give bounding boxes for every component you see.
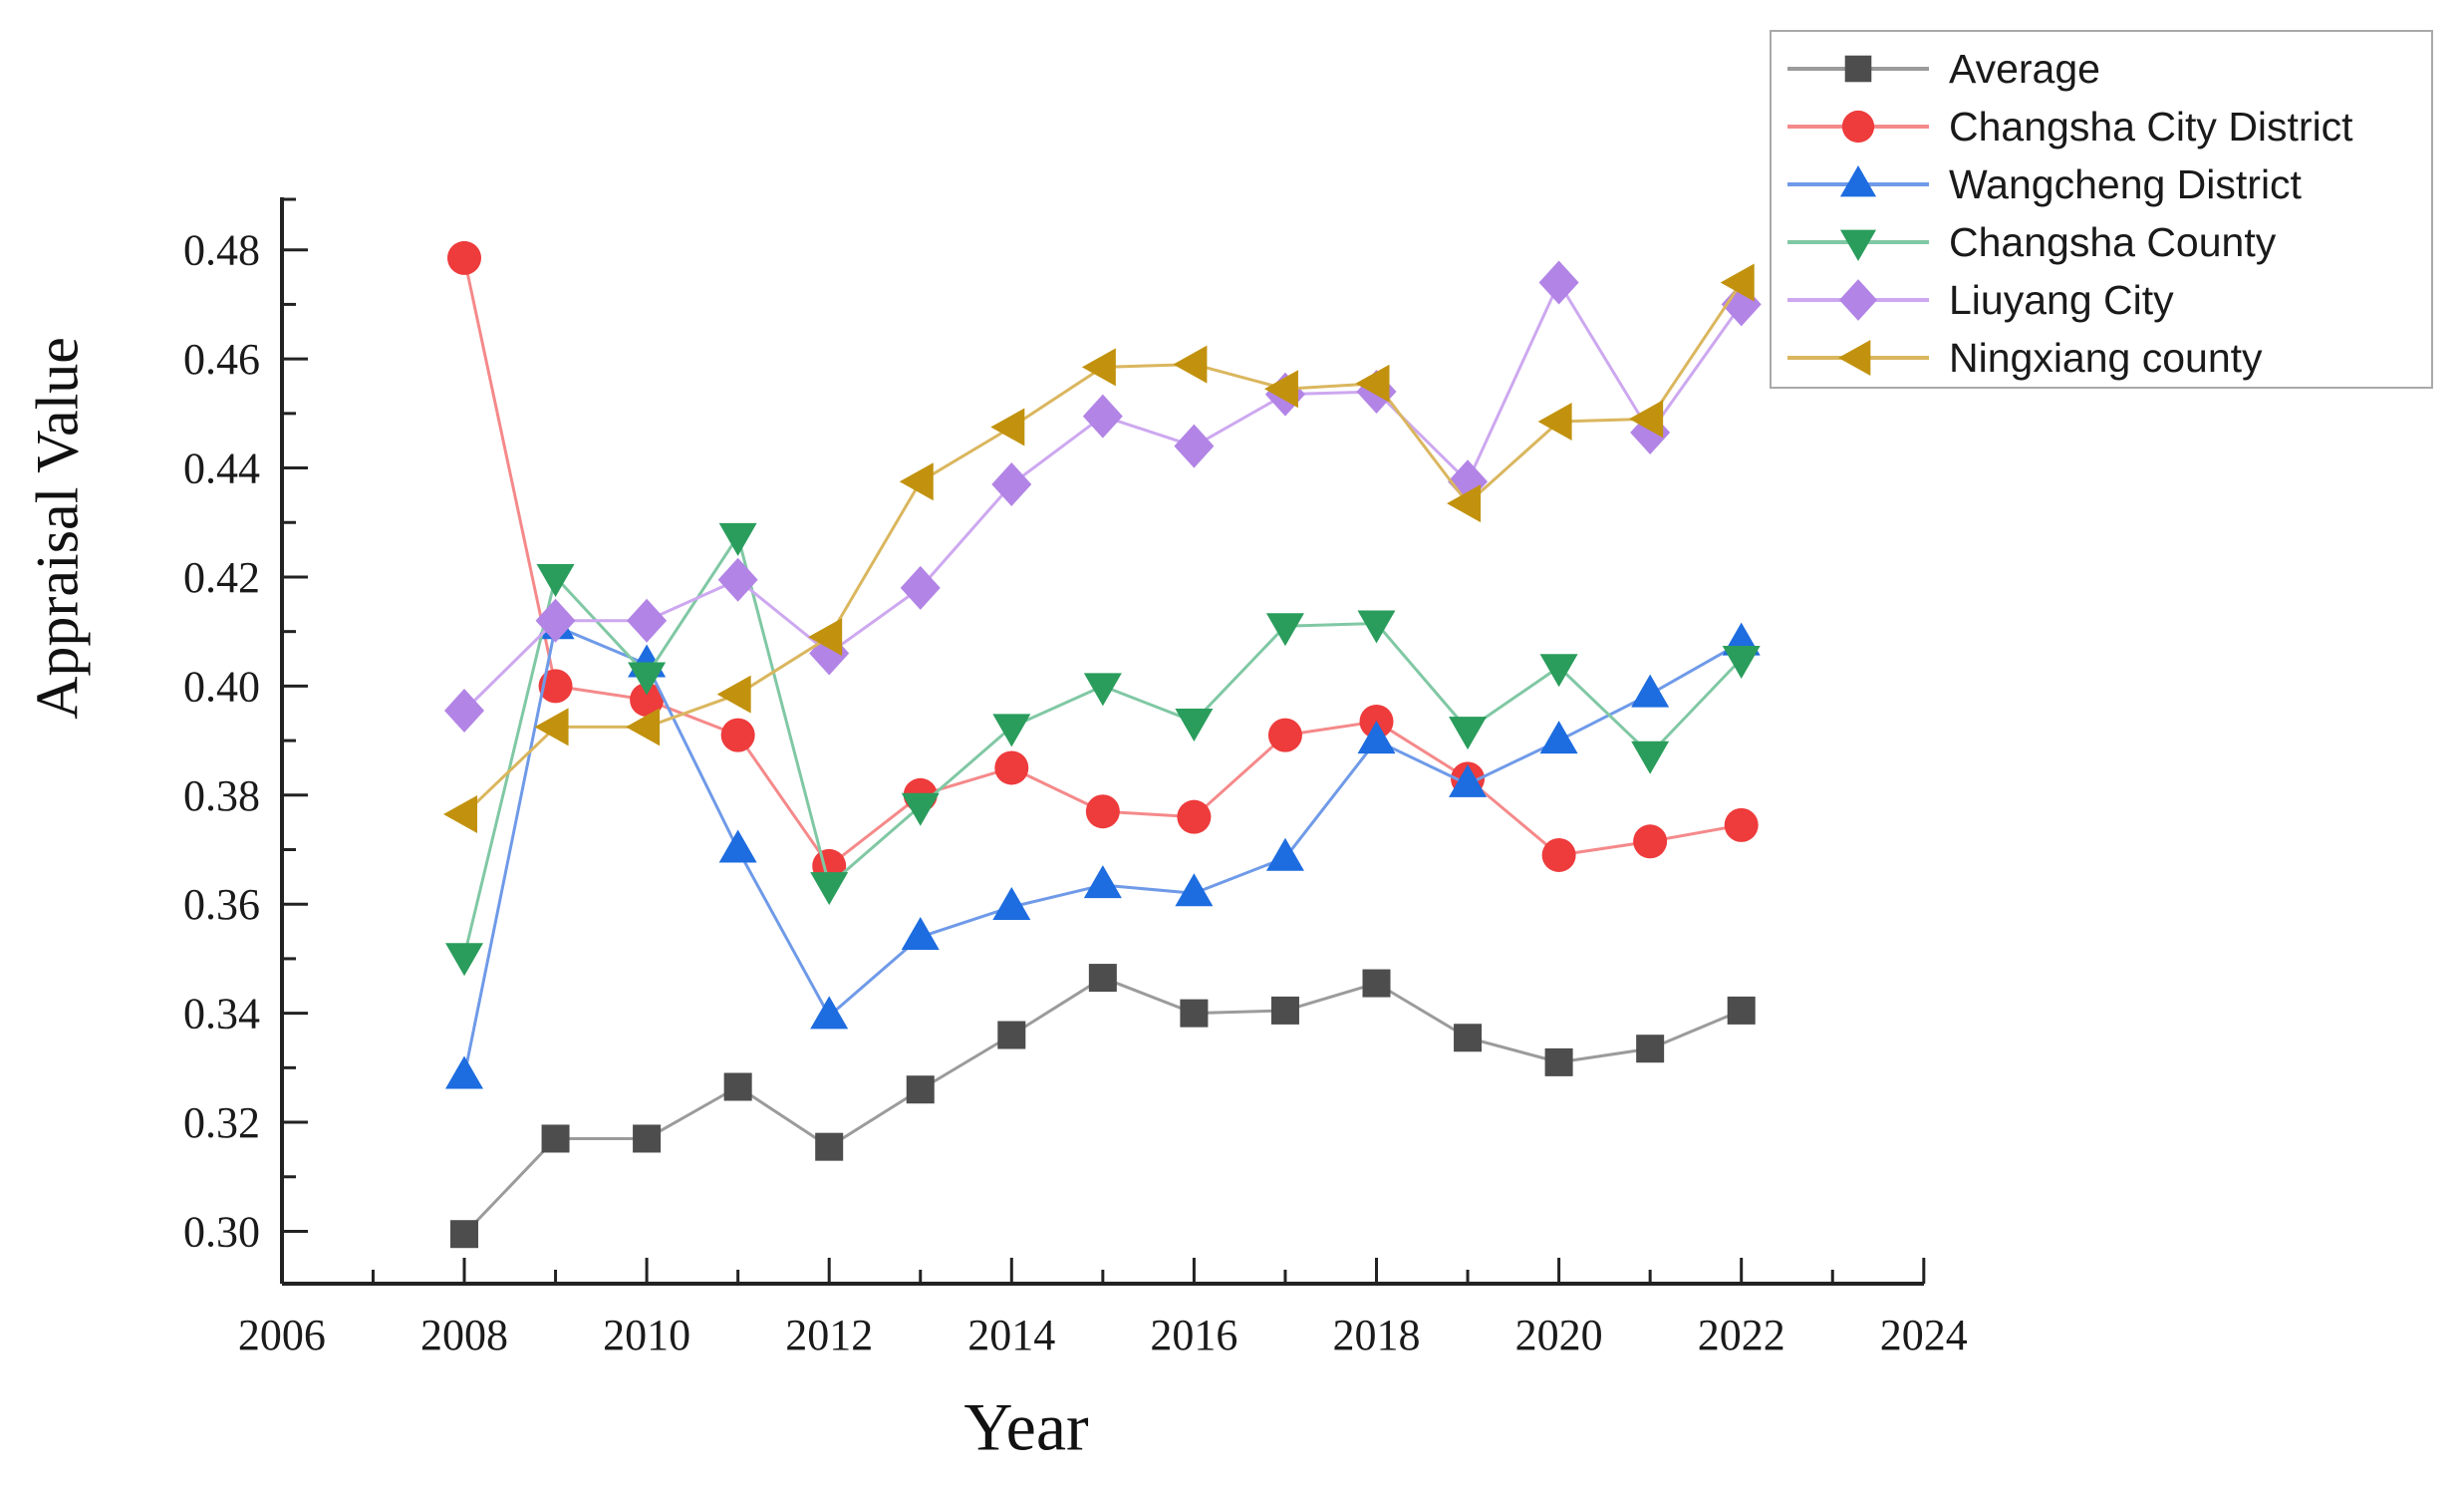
svg-text:0.40: 0.40: [183, 662, 260, 711]
legend-item-label: Wangcheng District: [1949, 160, 2302, 207]
svg-text:2020: 2020: [1515, 1311, 1603, 1359]
series-ningxiang-county: [443, 263, 1755, 833]
svg-text:2024: 2024: [1880, 1311, 1968, 1359]
legend-item-label: Ningxiang county: [1949, 334, 2263, 381]
triangle-left-marker-icon: [1787, 339, 1929, 377]
svg-text:0.46: 0.46: [183, 335, 260, 384]
svg-text:0.32: 0.32: [183, 1098, 260, 1147]
x-tick-labels: 2006 2008 2010 2012 2014 2016 2018 2020 2022 2024: [238, 1311, 1968, 1359]
triangle-up-marker-icon: [1787, 165, 1929, 197]
legend: Average Changsha City District Wangcheng…: [1770, 30, 2433, 389]
legend-item-label: Average: [1949, 45, 2100, 92]
diamond-marker-icon: [1787, 279, 1929, 321]
y-tick-labels: 0.30 0.32 0.34 0.36 0.38 0.40 0.42 0.44 0.46 0.48: [183, 226, 260, 1257]
circle-marker-icon: [1787, 110, 1929, 144]
svg-text:0.38: 0.38: [183, 771, 260, 820]
legend-item-ningxiang-county: Ningxiang county: [1772, 329, 2431, 387]
legend-item-changsha-county: Changsha County: [1772, 213, 2431, 271]
legend-item-changsha-city-district: Changsha City District: [1772, 98, 2431, 155]
legend-item-average: Average: [1772, 40, 2431, 98]
svg-text:2014: 2014: [967, 1311, 1055, 1359]
series-changsha-city-district: [447, 240, 1759, 883]
svg-text:2012: 2012: [785, 1311, 873, 1359]
series-average: [450, 964, 1756, 1249]
svg-text:0.42: 0.42: [183, 553, 260, 602]
legend-item-label: Liuyang City: [1949, 276, 2174, 323]
svg-text:2006: 2006: [238, 1311, 326, 1359]
svg-text:0.34: 0.34: [183, 990, 260, 1039]
ticks: [280, 197, 1926, 1284]
x-axis-title: Year: [963, 1388, 1089, 1465]
svg-text:0.44: 0.44: [183, 445, 260, 493]
svg-text:2022: 2022: [1698, 1311, 1785, 1359]
svg-text:2008: 2008: [420, 1311, 508, 1359]
svg-text:2010: 2010: [603, 1311, 690, 1359]
svg-text:2016: 2016: [1150, 1311, 1237, 1359]
legend-item-label: Changsha County: [1949, 218, 2277, 265]
svg-text:2018: 2018: [1333, 1311, 1421, 1359]
svg-text:0.48: 0.48: [183, 226, 260, 275]
svg-text:0.36: 0.36: [183, 880, 260, 929]
legend-item-label: Changsha City District: [1949, 103, 2353, 149]
triangle-down-marker-icon: [1787, 229, 1929, 261]
square-marker-icon: [1787, 55, 1929, 83]
y-axis-title: Appraisal Value: [24, 337, 91, 720]
series-changsha-county: [445, 522, 1761, 977]
legend-item-wangcheng-district: Wangcheng District: [1772, 155, 2431, 213]
legend-item-liuyang-city: Liuyang City: [1772, 271, 2431, 329]
svg-text:0.30: 0.30: [183, 1207, 260, 1256]
